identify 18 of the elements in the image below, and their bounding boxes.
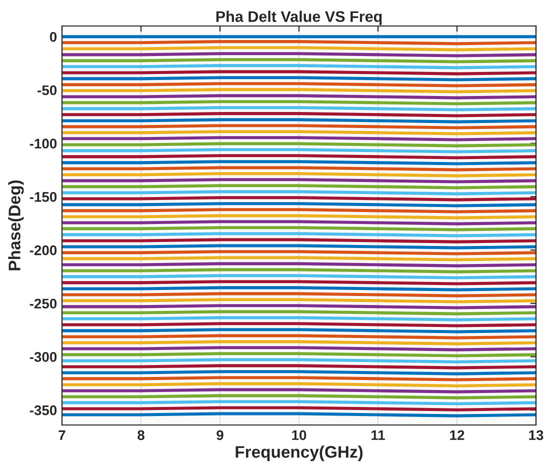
x-tick-label: 10 [292,430,306,440]
y-axis-title: Phase(Deg) [8,180,24,270]
x-tick-label: 13 [529,430,544,440]
x-tick-label: 8 [138,430,144,440]
x-tick-label: 9 [216,430,224,440]
y-tick-label: -150 [30,192,57,202]
y-tick-label: -300 [30,352,57,362]
y-tick-label: -200 [30,245,57,256]
y-tick-label: -100 [30,138,57,149]
x-tick-label: 7 [58,430,66,440]
y-tick-label: -50 [38,85,57,96]
y-tick-label: 0 [50,32,57,42]
y-tick-label: -250 [30,298,57,309]
chart-title: Pha Delt Value VS Freq [216,10,382,26]
y-tick-label: -350 [30,405,57,416]
x-tick-label: 12 [450,430,464,440]
x-axis-title: Frequency(GHz) [236,446,363,462]
x-tick-label: 11 [372,430,385,440]
